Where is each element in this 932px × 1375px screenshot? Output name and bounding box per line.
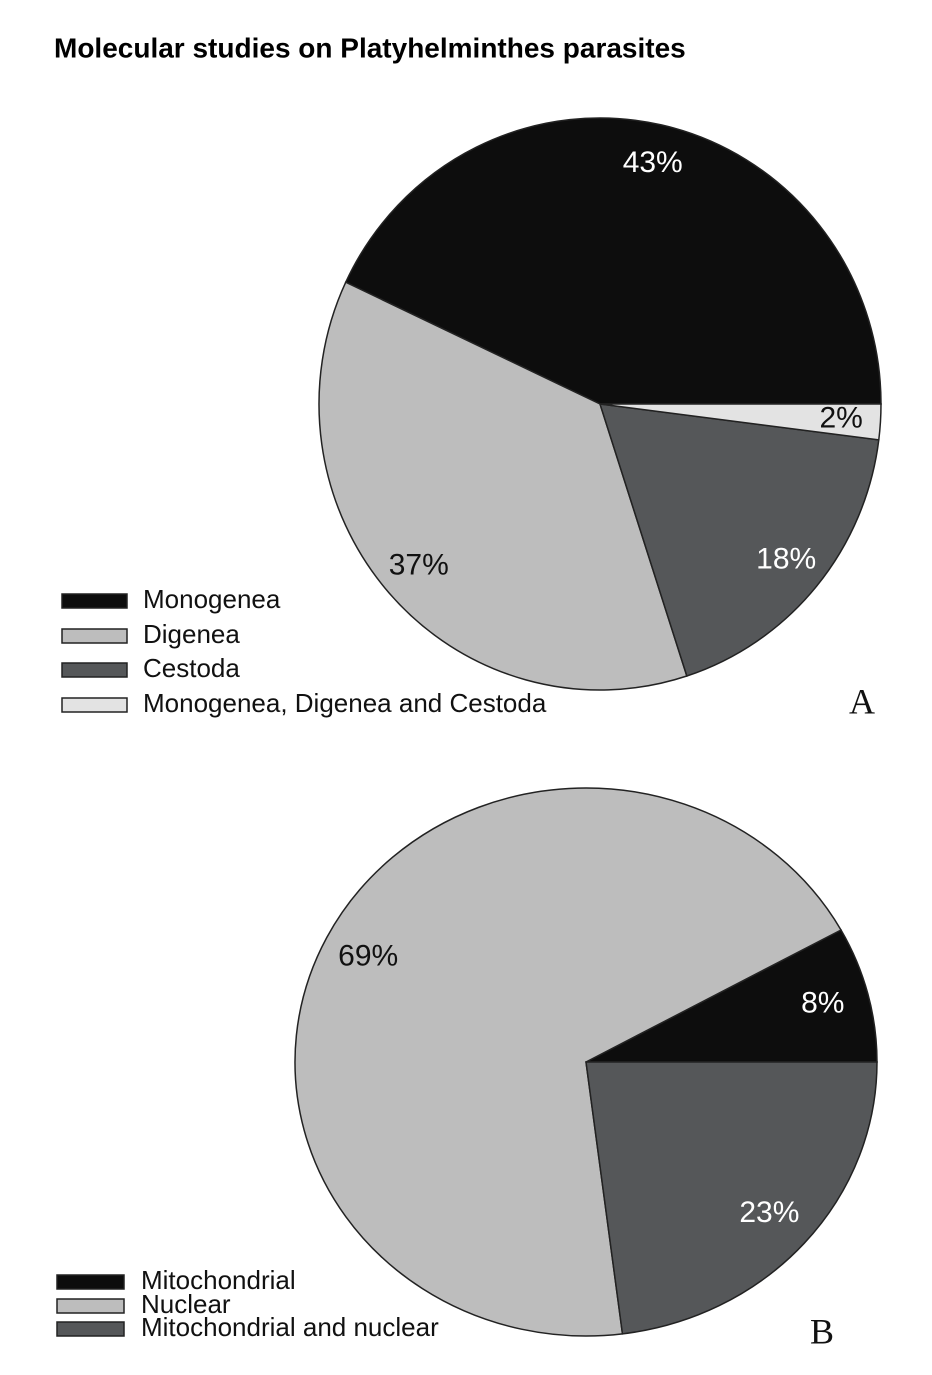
legend-swatch [61,697,128,713]
legend-swatch [61,662,128,678]
panel-label: A [849,681,875,721]
value-label: 18% [756,543,816,576]
legend-label: Mitochondrial and nuclear [141,1312,439,1342]
legend-label: Digenea [143,619,240,649]
value-label: 2% [820,401,863,434]
legend-swatch [56,1321,125,1337]
pie-slice [599,403,882,441]
pie-slice [318,281,688,691]
pie-slice [585,1061,878,1335]
legend-label: Monogenea [143,584,281,614]
value-label: 69% [338,939,398,972]
legend-label: Monogenea, Digenea and Cestoda [143,688,547,718]
legend-swatch [61,593,128,609]
legend-swatch [61,628,128,644]
legend-swatch [56,1274,125,1290]
legend-label: Cestoda [143,653,240,683]
panel-label: B [810,1311,834,1351]
value-label: 8% [801,987,844,1020]
legend-label: Mitochondrial [141,1265,296,1295]
pie-slice [294,787,843,1337]
pie-slice [598,403,880,677]
pie-slice [344,117,882,405]
figure-title: Molecular studies on Platyhelminthes par… [54,32,686,63]
legend-label: Nuclear [141,1289,231,1319]
legend-swatch [56,1298,125,1314]
value-label: 37% [389,549,449,582]
value-label: 23% [739,1196,799,1229]
value-label: 43% [623,146,683,179]
pie-slice [585,929,878,1063]
